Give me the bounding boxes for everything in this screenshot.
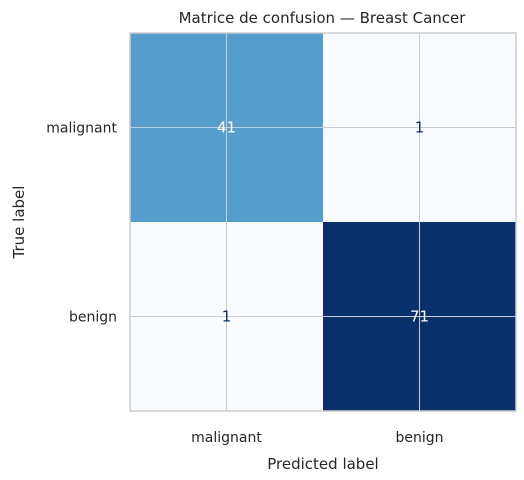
x-tick-label: malignant [191, 430, 262, 446]
heatmap-cells [130, 33, 516, 411]
y-tick-label: malignant [46, 121, 117, 137]
x-axis-label: Predicted label [267, 455, 378, 473]
x-tick-label: benign [395, 430, 443, 446]
y-tick-label: benign [69, 310, 117, 326]
plot-frame [129, 32, 517, 412]
cell-value-label: 41 [217, 119, 236, 137]
cell-value-label: 1 [415, 119, 425, 137]
cell-value-label: 1 [222, 308, 232, 326]
grid-lines: 41 1 1 71 [130, 33, 516, 411]
cell-value-label: 71 [410, 308, 429, 326]
chart-title: Matrice de confusion — Breast Cancer [179, 9, 467, 27]
tick-labels: malignant benign malignant benign [46, 121, 443, 447]
y-axis-label: True label [10, 186, 28, 260]
